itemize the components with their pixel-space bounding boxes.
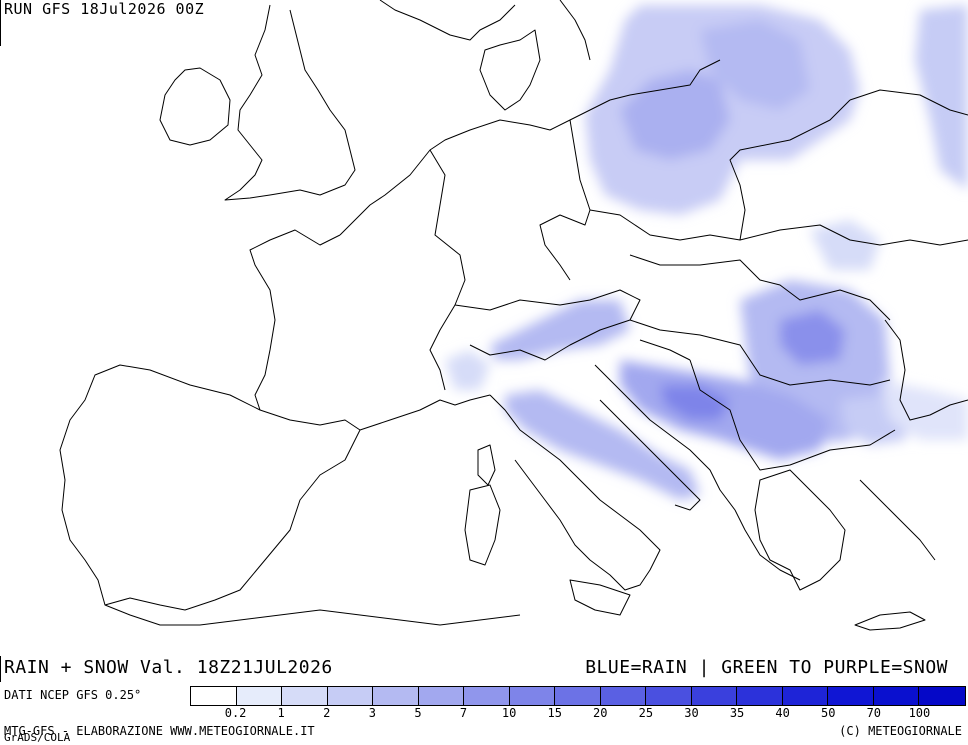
map-caption-color-key: BLUE=RAIN | GREEN TO PURPLE=SNOW <box>585 657 948 678</box>
border-belarus-ukraine <box>739 89 968 246</box>
precipitation-map <box>59 0 968 631</box>
map-caption-valid-time: RAIN + SNOW Val. 18Z21JUL2026 <box>4 657 333 678</box>
precip-area-black-sea <box>880 380 968 440</box>
footer-credit: MTG-GFS - ELABORAZIONE WWW.METEOGIORNALE… <box>4 724 315 738</box>
adriatic-east-coast <box>594 364 801 581</box>
run-label: RUN GFS 18Jul2026 00Z <box>4 0 205 18</box>
legend-color-box <box>464 687 510 705</box>
legend-color-box <box>600 687 646 705</box>
legend-color-box <box>236 687 282 705</box>
frame-tick <box>0 0 1 46</box>
legend-value-label: 7 <box>459 706 468 720</box>
precip-area-alps <box>490 300 630 360</box>
legend-color-box <box>691 687 737 705</box>
italy-coast <box>489 394 701 591</box>
legend-value-label: 0.2 <box>224 706 247 720</box>
legend-color-box <box>191 687 237 705</box>
legend-color-box <box>828 687 874 705</box>
legend-color-box <box>327 687 373 705</box>
legend-value-label: 40 <box>775 706 790 720</box>
legend-value-label: 1 <box>277 706 285 720</box>
border-balkans <box>639 339 896 471</box>
legend-value-label: 5 <box>414 706 422 720</box>
data-source-label: DATI NCEP GFS 0.25° <box>4 688 142 702</box>
continent-north-coast <box>339 59 721 236</box>
sicily-coast <box>569 579 631 616</box>
legend-value-label: 25 <box>638 706 654 720</box>
legend-value-label: 15 <box>547 706 562 720</box>
legend-values: 0.2 1 2 3 5 7 10 15 20 25 30 35 40 50 70 100 <box>190 706 965 722</box>
legend-value-label: 3 <box>368 706 376 720</box>
legend-color-box <box>282 687 328 705</box>
legend-value-label: 50 <box>821 706 836 720</box>
precip-area-baltic-east <box>700 20 810 110</box>
legend-color-box <box>509 687 555 705</box>
great-britain-coast <box>224 4 356 201</box>
precip-area-far-east <box>915 5 968 190</box>
precip-area-italy-central <box>505 390 700 500</box>
sardinia-coast <box>464 484 501 566</box>
mediterranean-france-coast <box>359 394 491 431</box>
legend-value-label: 100 <box>908 706 931 720</box>
border-hungary-romania <box>629 254 891 386</box>
north-africa-coast <box>104 604 521 626</box>
border-germany-poland <box>539 119 591 281</box>
legend-value-label: 2 <box>323 706 331 720</box>
precip-area-bosnia-core <box>660 385 730 420</box>
legend-color-box <box>873 687 919 705</box>
precip-area-ukraine-south <box>810 220 880 270</box>
footer-grads-credit: GrADS/COLA <box>4 731 71 744</box>
legend-value-label: 30 <box>684 706 699 720</box>
border-france-east <box>429 149 466 391</box>
legend-color-box <box>782 687 828 705</box>
legend-color-box <box>646 687 692 705</box>
legend-color-box <box>373 687 419 705</box>
caption-tick <box>0 656 1 682</box>
footer-copyright: (C) METEOGIORNALE <box>839 724 962 738</box>
precipitation-areas <box>445 5 968 500</box>
border-alps <box>454 289 641 361</box>
black-sea-coast <box>884 319 968 421</box>
scandinavia-coast <box>379 0 591 111</box>
legend-value-label: 20 <box>593 706 608 720</box>
border-central-europe <box>589 99 851 241</box>
ireland-coast <box>159 67 231 146</box>
precip-area-western-alps <box>445 350 490 390</box>
precip-area-romania-core <box>780 310 845 365</box>
france-coast <box>249 229 341 411</box>
legend-value-label: 70 <box>866 706 882 720</box>
coastlines-and-borders <box>59 0 968 631</box>
legend-color-box <box>737 687 783 705</box>
legend-value-label: 35 <box>729 706 745 720</box>
precipitation-color-legend <box>190 686 966 706</box>
legend-color-box <box>919 687 965 705</box>
crete-coast <box>854 611 926 631</box>
legend-color-box <box>555 687 601 705</box>
iberia-coast <box>59 364 361 611</box>
legend-color-box <box>418 687 464 705</box>
legend-value-label: 10 <box>501 706 517 720</box>
corsica-coast <box>477 444 496 486</box>
greece-coast <box>754 469 936 591</box>
